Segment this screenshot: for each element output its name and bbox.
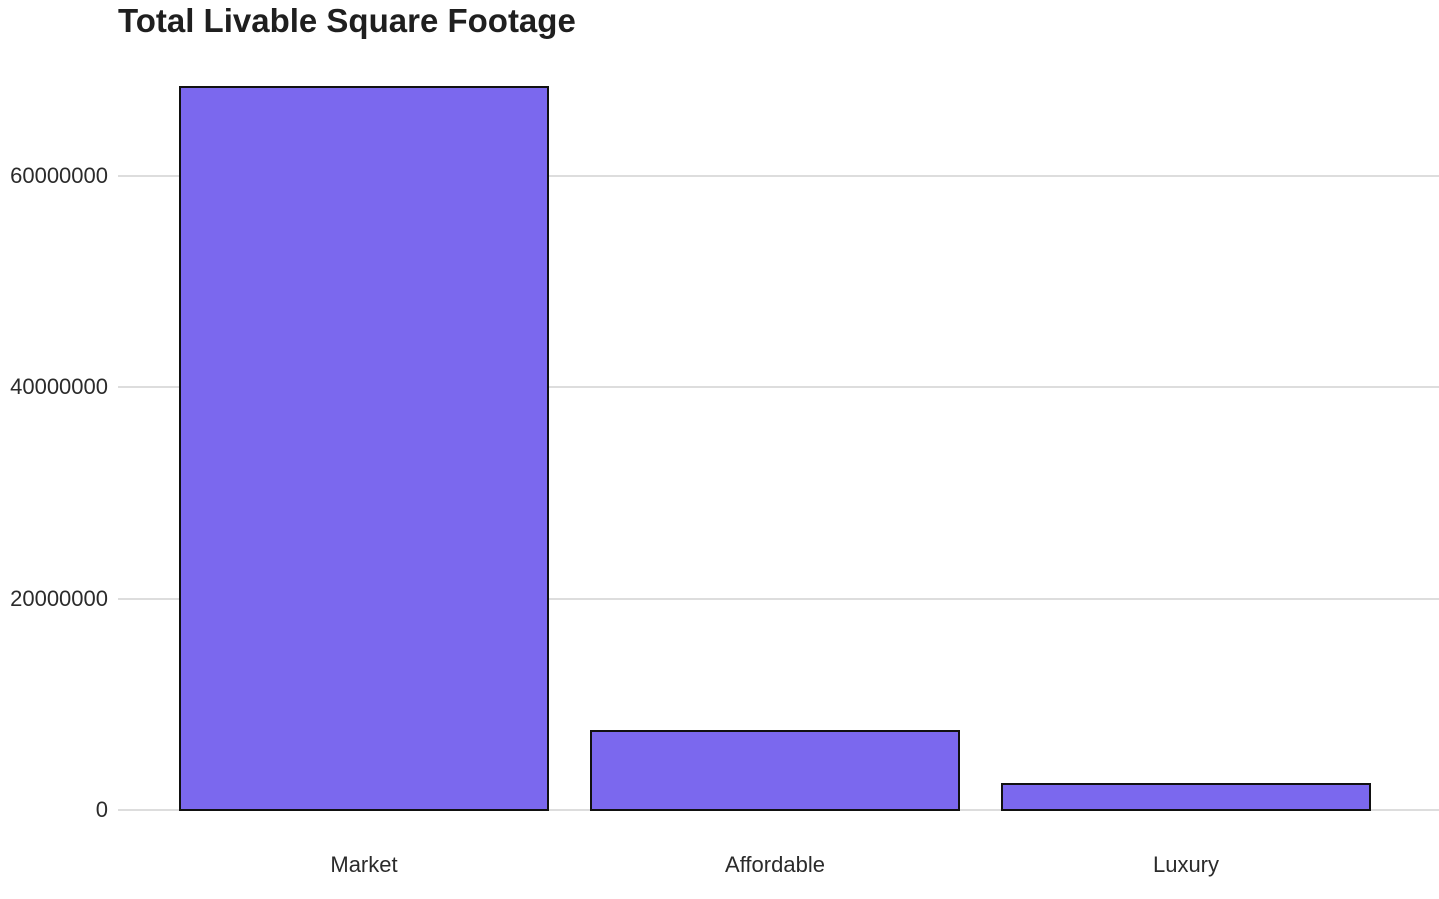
- bar-affordable: [590, 730, 960, 811]
- x-axis-category-label: Luxury: [1152, 852, 1220, 877]
- x-axis-category-label: Market: [330, 852, 398, 877]
- bar-luxury: [1001, 783, 1371, 811]
- y-axis-tick-label: 40000000: [10, 374, 108, 400]
- gridline: [118, 597, 1439, 600]
- bar-market: [179, 86, 549, 811]
- chart-title: Total Livable Square Footage: [118, 2, 576, 39]
- x-axis-category-label: Affordable: [725, 852, 825, 877]
- y-axis-tick-label: 0: [95, 797, 108, 822]
- gridline: [118, 175, 1439, 177]
- gridline: [118, 386, 1439, 389]
- y-axis-tick-label: 20000000: [10, 585, 108, 611]
- y-axis-tick-label: 60000000: [10, 163, 108, 188]
